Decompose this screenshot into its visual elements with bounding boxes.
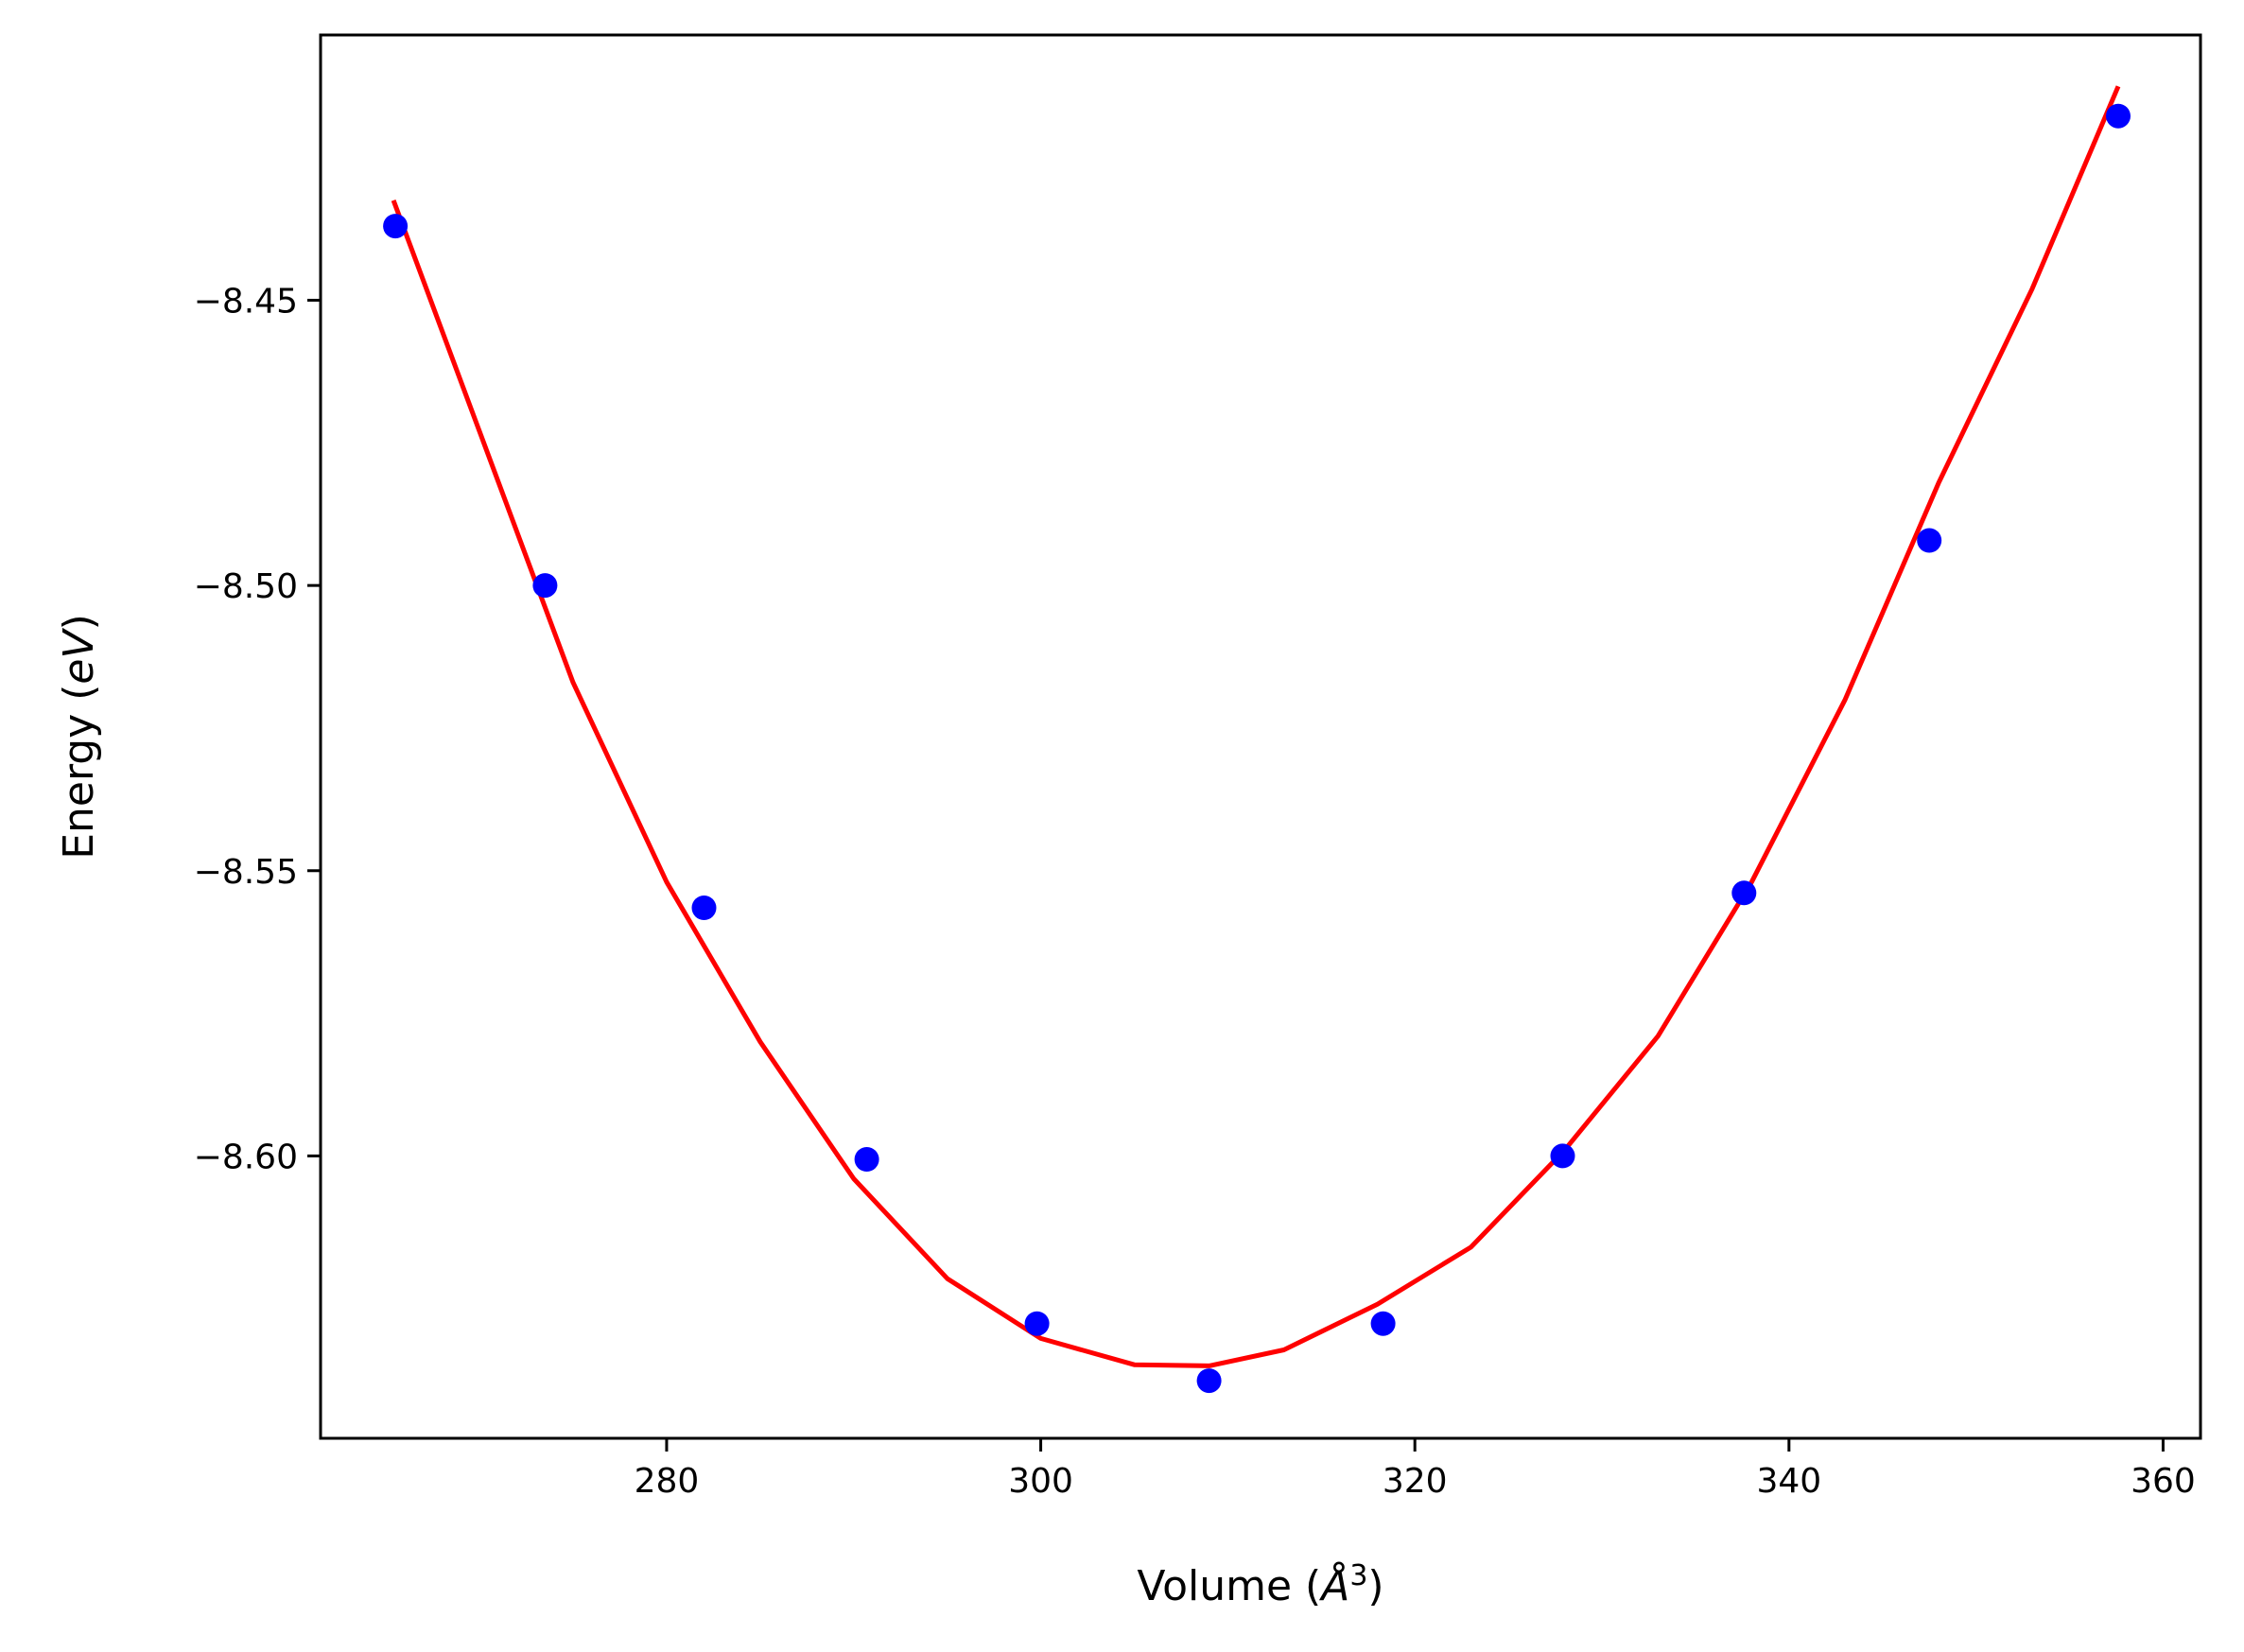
data-point [1731,880,1757,906]
x-axis-ticks: 280 300 320 340 360 [635,1438,2196,1501]
data-point [532,573,558,599]
plot-content [383,85,2131,1394]
data-point [2106,103,2131,129]
data-point [1370,1311,1396,1336]
y-tick-label: −8.60 [194,1138,298,1176]
y-tick-label: −8.45 [194,283,298,322]
data-point [1917,528,1942,553]
x-axis-label: Volume (Å3) [1137,1559,1383,1610]
x-tick-label: 300 [1008,1462,1073,1501]
data-point [854,1147,879,1172]
data-point [691,896,717,920]
y-tick-label: −8.55 [194,853,298,892]
axes-frame [319,33,2202,1440]
data-point [1196,1368,1222,1394]
data-point [1024,1311,1050,1336]
data-point [383,214,409,239]
y-tick-label: −8.50 [194,567,298,606]
y-axis-ticks: −8.60 −8.55 −8.50 −8.45 [194,283,321,1176]
x-tick-label: 360 [2131,1462,2196,1501]
y-axis-label: Energy (eV) [55,614,103,860]
x-tick-label: 320 [1383,1462,1448,1501]
data-point [1550,1143,1575,1169]
fit-curve [391,85,2121,1368]
x-tick-label: 340 [1756,1462,1821,1501]
x-tick-label: 280 [635,1462,700,1501]
